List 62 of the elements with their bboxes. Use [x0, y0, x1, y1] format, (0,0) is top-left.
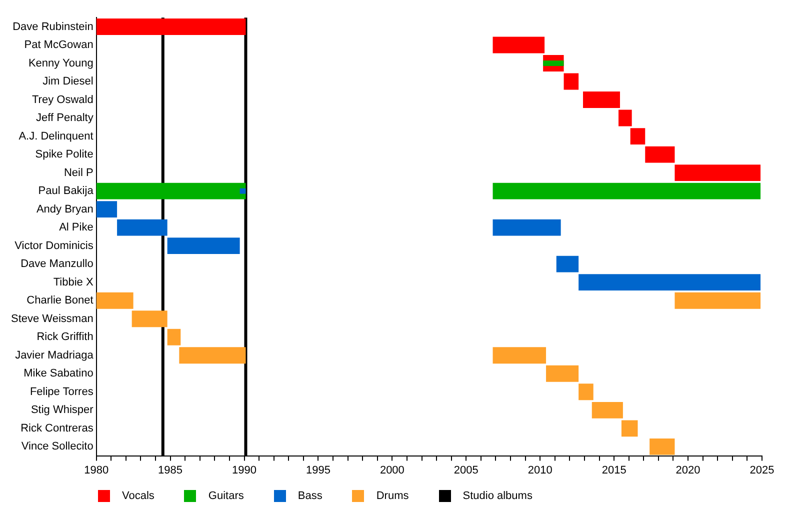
y-tick-label: Rick Griffith	[36, 331, 94, 344]
bar	[167, 238, 240, 254]
y-tick-label: Kenny Young	[28, 57, 94, 70]
bar	[240, 188, 246, 194]
bar	[556, 256, 579, 272]
y-tick-label: Jim Diesel	[42, 76, 94, 88]
legend-label: Vocals	[122, 490, 154, 502]
y-tick-label: Steve Weissman	[11, 312, 94, 325]
bar	[645, 146, 675, 163]
bar	[674, 164, 761, 182]
x-tick-label: 1980	[84, 464, 109, 476]
x-tick-label: 2020	[676, 464, 700, 476]
bar	[578, 384, 594, 400]
x-tick-label: 2010	[528, 464, 552, 476]
y-tick-label: Vince Sollecito	[21, 440, 94, 453]
bar	[564, 73, 579, 90]
y-tick-label: Tibbie X	[53, 276, 94, 288]
legend-label: Drums	[376, 490, 409, 502]
x-tick-label: 1990	[232, 464, 256, 476]
x-tick-label: 1995	[306, 464, 330, 476]
bar	[546, 365, 579, 382]
legend-label: Bass	[298, 490, 322, 502]
bar	[583, 92, 620, 108]
x-tick-label: 2000	[380, 464, 404, 476]
bar	[492, 36, 545, 54]
legend-label: Guitars	[208, 490, 244, 502]
y-tick-label: Stig Whisper	[30, 404, 94, 416]
y-tick-label: Javier Madriaga	[15, 349, 94, 362]
y-tick-label: Trey Oswald	[32, 94, 94, 106]
legend-label: Studio albums	[462, 490, 532, 502]
x-tick-label: 2015	[602, 464, 626, 476]
bar	[492, 182, 761, 200]
bar	[96, 182, 246, 200]
y-tick-label: Charlie Bonet	[26, 294, 94, 307]
y-tick-label: A.J. Delinquent	[18, 130, 94, 142]
bar	[630, 128, 646, 144]
bar	[543, 60, 564, 66]
x-tick-label: 1985	[158, 464, 183, 476]
y-tick-label: Spike Polite	[35, 148, 94, 161]
bar	[96, 201, 118, 218]
x-tick-label: 2005	[454, 464, 478, 476]
y-tick-label: Victor Dominicis	[14, 240, 94, 252]
y-tick-label: Neil P	[64, 166, 94, 179]
y-tick-label: Mike Sabatino	[24, 368, 94, 380]
y-tick-label: Jeff Penalty	[36, 112, 94, 124]
bar	[492, 347, 546, 364]
y-tick-label: Dave Rubinstein	[12, 20, 94, 33]
bar	[117, 219, 168, 236]
bar	[578, 274, 761, 291]
y-tick-label: Dave Manzullo	[20, 258, 94, 270]
y-tick-label: Andy Bryan	[36, 203, 94, 216]
bar	[618, 110, 632, 126]
bar	[492, 219, 561, 236]
bar	[96, 18, 246, 35]
y-tick-label: Rick Contreras	[20, 422, 94, 434]
y-tick-label: Al Pike	[59, 222, 94, 234]
y-tick-label: Paul Bakija	[38, 185, 94, 198]
bar	[674, 292, 761, 309]
x-tick-label: 2025	[750, 464, 774, 476]
y-tick-label: Pat McGowan	[24, 39, 94, 52]
bar	[650, 438, 675, 455]
y-tick-label: Felipe Torres	[30, 386, 94, 398]
